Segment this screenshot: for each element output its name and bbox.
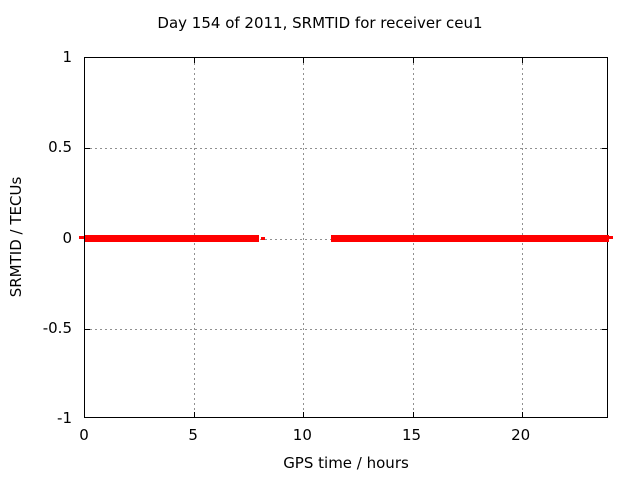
x-tick-mark-bottom — [303, 412, 305, 417]
y-tick-label: 1 — [62, 48, 72, 66]
x-tick-label: 0 — [79, 426, 89, 444]
chart-title: Day 154 of 2011, SRMTID for receiver ceu… — [157, 14, 483, 32]
gridline-horizontal — [85, 148, 607, 150]
x-tick-mark-top — [521, 58, 523, 63]
series-line-cap-left — [79, 236, 84, 239]
y-tick-label: -0.5 — [42, 318, 72, 337]
y-tick-mark-right — [602, 328, 607, 330]
x-tick-label: 15 — [401, 426, 422, 444]
y-tick-mark-left — [85, 328, 90, 330]
y-tick-mark-right — [602, 148, 607, 150]
series-line-segment — [85, 235, 259, 242]
series-line-cap-right — [608, 236, 613, 239]
series-line-segment — [331, 235, 609, 242]
x-tick-mark-bottom — [194, 412, 196, 417]
y-tick-label: 0.5 — [48, 138, 72, 157]
series-line-segment — [260, 237, 266, 240]
x-tick-mark-bottom — [412, 412, 414, 417]
x-axis-label: GPS time / hours — [283, 454, 409, 472]
x-tick-mark-top — [303, 58, 305, 63]
y-tick-label: 0 — [62, 228, 72, 247]
x-tick-mark-bottom — [521, 412, 523, 417]
plot-area — [84, 57, 609, 418]
x-tick-mark-top — [194, 58, 196, 63]
gridline-horizontal — [85, 328, 607, 330]
x-tick-label: 10 — [292, 426, 312, 444]
x-tick-label: 5 — [188, 426, 198, 444]
y-tick-mark-left — [85, 148, 90, 150]
x-tick-label: 20 — [511, 426, 531, 444]
gridline-vertical — [303, 58, 305, 417]
y-tick-label: -1 — [57, 409, 72, 427]
x-tick-mark-top — [412, 58, 414, 63]
